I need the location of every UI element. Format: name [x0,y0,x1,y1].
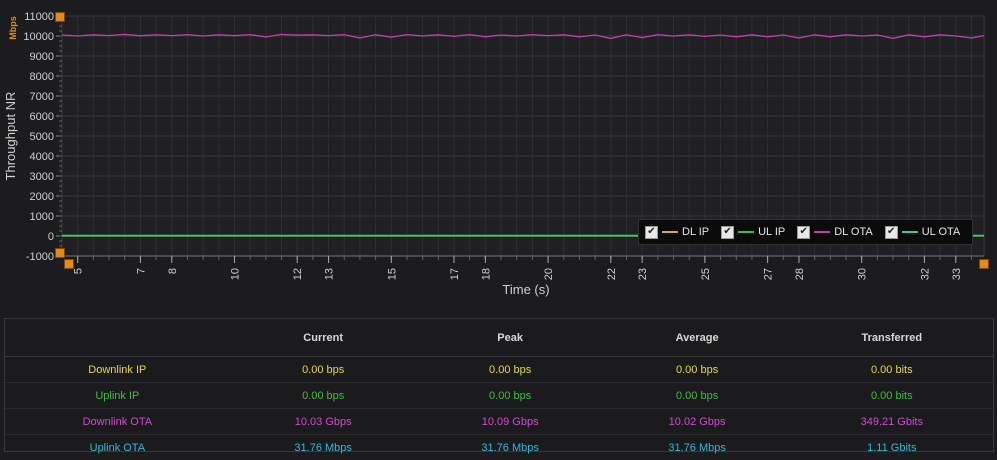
legend-label: UL IP [758,226,785,238]
y-tick-label: 7000 [30,91,54,103]
x-tick-label: 10 [229,268,241,280]
x-tick-label: 12 [292,268,304,280]
current-cell: 0.00 bps [230,357,417,383]
legend-item-dl-ota[interactable]: ✔ DL OTA [797,226,873,239]
stats-table-panel: Current Peak Average Transferred Downlin… [4,318,994,452]
y-tick-label: 6000 [30,111,54,123]
y-axis-bottom-handle[interactable] [55,248,65,258]
row-label: Uplink IP [5,383,230,409]
x-tick-label: 27 [763,268,775,280]
header-cell: Peak [417,319,604,357]
x-tick-label: 33 [951,268,963,280]
average-cell: 10.02 Gbps [604,409,791,435]
x-tick-label: 15 [386,268,398,280]
y-axis-unit: Mbps [8,16,18,40]
peak-cell: 0.00 bps [417,383,604,409]
x-tick-label: 17 [449,268,461,280]
x-tick-label: 13 [324,268,336,280]
table-header-row: Current Peak Average Transferred [5,319,993,357]
legend-label: DL OTA [834,226,873,238]
peak-cell: 10.09 Gbps [417,409,604,435]
average-cell: 0.00 bps [604,357,791,383]
header-cell: Current [230,319,417,357]
header-cell: Average [604,319,791,357]
stats-table: Current Peak Average Transferred Downlin… [5,319,993,460]
y-tick-label: 0 [48,231,54,243]
average-cell: 0.00 bps [604,383,791,409]
y-tick-label: 1000 [30,211,54,223]
x-tick-label: 28 [794,268,806,280]
legend-label: DL IP [682,226,709,238]
x-tick-label: 25 [700,268,712,280]
current-cell: 31.76 Mbps [230,435,417,460]
y-tick-label: -1000 [26,251,54,263]
legend-item-ul-ota[interactable]: ✔ UL OTA [885,226,961,239]
legend-checkbox[interactable]: ✔ [885,226,898,239]
legend-checkbox[interactable]: ✔ [645,226,658,239]
y-tick-label: 11000 [24,11,54,23]
y-tick-label: 4000 [30,151,54,163]
x-tick-label: 20 [543,268,555,280]
table-row: Downlink OTA 10.03 Gbps 10.09 Gbps 10.02… [5,409,993,435]
legend-swatch [814,231,830,233]
table-row: Uplink OTA 31.76 Mbps 31.76 Mbps 31.76 M… [5,435,993,460]
x-axis-right-handle[interactable] [979,259,989,269]
x-tick-label: 7 [135,268,147,274]
legend-swatch [738,231,754,233]
throughput-chart: -1000 0 1000 2000 3000 4000 5000 6000 7000 8000 90… [0,0,997,300]
y-axis-top-handle[interactable] [55,12,65,22]
row-label: Downlink OTA [5,409,230,435]
transferred-cell: 0.00 bits [791,383,993,409]
transferred-cell: 0.00 bits [791,357,993,383]
legend-label: UL OTA [922,226,961,238]
table-row: Uplink IP 0.00 bps 0.00 bps 0.00 bps 0.0… [5,383,993,409]
transferred-cell: 1.11 Gbits [791,435,993,460]
chart-plot: -1000 0 1000 2000 3000 4000 5000 6000 7000 8000 90… [0,0,997,300]
legend-item-dl-ip[interactable]: ✔ DL IP [645,226,709,239]
row-label: Downlink IP [5,357,230,383]
x-tick-label: 32 [919,268,931,280]
y-tick-label: 10000 [23,31,54,43]
chart-legend: ✔ DL IP ✔ UL IP ✔ DL OTA ✔ UL OTA [638,219,973,245]
table-row: Downlink IP 0.00 bps 0.00 bps 0.00 bps 0… [5,357,993,383]
legend-item-ul-ip[interactable]: ✔ UL IP [721,226,785,239]
current-cell: 10.03 Gbps [230,409,417,435]
x-tick-label: 18 [480,268,492,280]
x-tick-label: 23 [637,268,649,280]
legend-swatch [902,231,918,233]
average-cell: 31.76 Mbps [604,435,791,460]
y-tick-label: 3000 [30,171,54,183]
legend-checkbox[interactable]: ✔ [721,226,734,239]
current-cell: 0.00 bps [230,383,417,409]
y-tick-label: 5000 [30,131,54,143]
peak-cell: 0.00 bps [417,357,604,383]
y-tick-label: 9000 [30,51,54,63]
y-axis-title: Throughput NR [3,92,18,181]
y-tick-label: 2000 [30,191,54,203]
x-tick-label: 5 [73,268,85,274]
row-label: Uplink OTA [5,435,230,460]
x-tick-label: 22 [606,268,618,280]
header-cell [5,319,230,357]
x-tick-label: 8 [167,268,179,274]
x-tick-label: 30 [857,268,869,280]
x-axis-left-handle[interactable] [64,259,74,269]
legend-swatch [662,231,678,233]
legend-checkbox[interactable]: ✔ [797,226,810,239]
peak-cell: 31.76 Mbps [417,435,604,460]
transferred-cell: 349.21 Gbits [791,409,993,435]
x-axis-title: Time (s) [502,282,549,297]
y-tick-label: 8000 [30,71,54,83]
header-cell: Transferred [791,319,993,357]
